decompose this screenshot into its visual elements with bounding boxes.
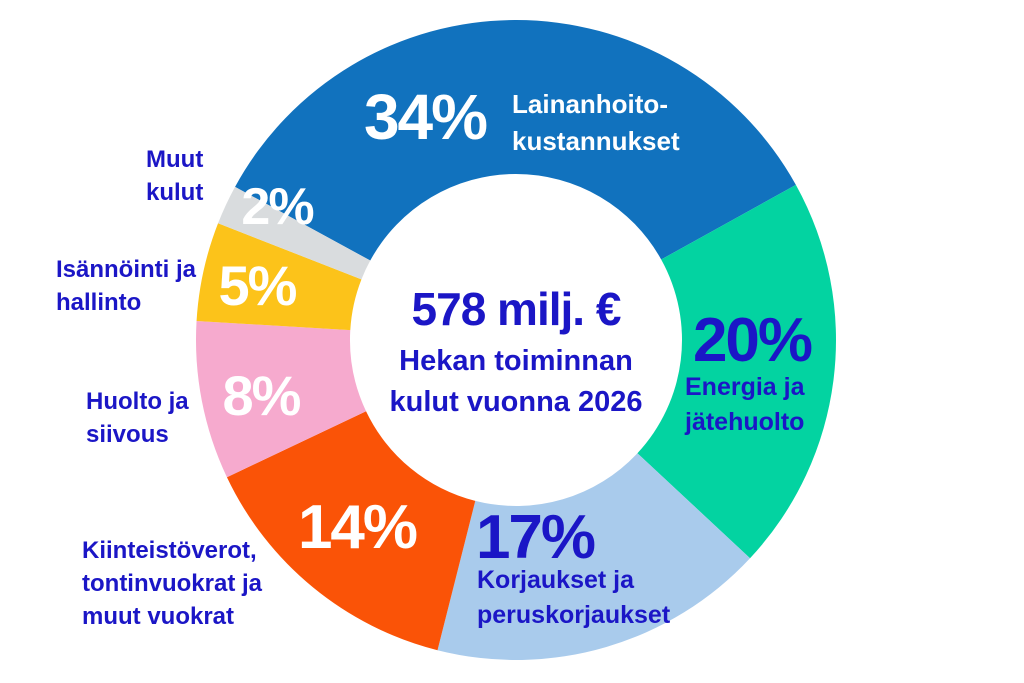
segment-isannointi-ja-hallinto	[196, 223, 362, 331]
chart-title: Hekan toiminnan kulut vuonna 2026	[389, 345, 643, 418]
chart-center-text: 578 milj. € Hekan toiminnan kulut vuonna…	[316, 283, 716, 423]
percentage-label-huolto-ja-siivous: 8%	[222, 364, 302, 427]
segment-energia-ja-jatehuolto	[637, 184, 837, 559]
chart-total-value: 578 milj. €	[411, 283, 622, 335]
segment-huolto-ja-siivous	[195, 321, 367, 478]
percentage-label-kiinteistoverot-tontinvuokrat-ja-muut-vuokrat: 14%	[297, 493, 418, 562]
percentage-label-korjaukset-ja-peruskorjaukset: 17%	[475, 503, 596, 572]
segment-name-label-isannointi-ja-hallinto: Isännöinti ja hallinto	[56, 256, 197, 316]
segment-name-label-energia-ja-jatehuolto: Energia ja jätehuolto	[685, 373, 805, 436]
percentage-label-lainanhoitokustannukset: 34%	[363, 81, 488, 153]
segment-kiinteistoverot-tontinvuokrat-ja-muut-vuokrat	[226, 411, 476, 651]
percentage-label-energia-ja-jatehuolto: 20%	[692, 306, 813, 375]
segment-muut-kulut	[218, 186, 371, 280]
segment-name-label-korjaukset-ja-peruskorjaukset: Korjaukset ja peruskorjaukset	[477, 566, 671, 629]
percentage-label-isannointi-ja-hallinto: 5%	[218, 254, 298, 317]
segment-name-label-muut-kulut: Muut kulut	[146, 146, 204, 206]
segment-name-label-kiinteistoverot-tontinvuokrat-ja-muut-vuokrat: Kiinteistöverot, tontinvuokrat ja muut v…	[82, 537, 263, 630]
percentage-label-muut-kulut: 2%	[241, 178, 314, 236]
segment-name-label-lainanhoitokustannukset: Lainanhoito- kustannukset	[512, 89, 680, 156]
segment-korjaukset-ja-peruskorjaukset	[437, 453, 751, 660]
segment-lainanhoitokustannukset	[235, 20, 796, 261]
segment-name-label-huolto-ja-siivous: Huolto ja siivous	[86, 388, 189, 448]
